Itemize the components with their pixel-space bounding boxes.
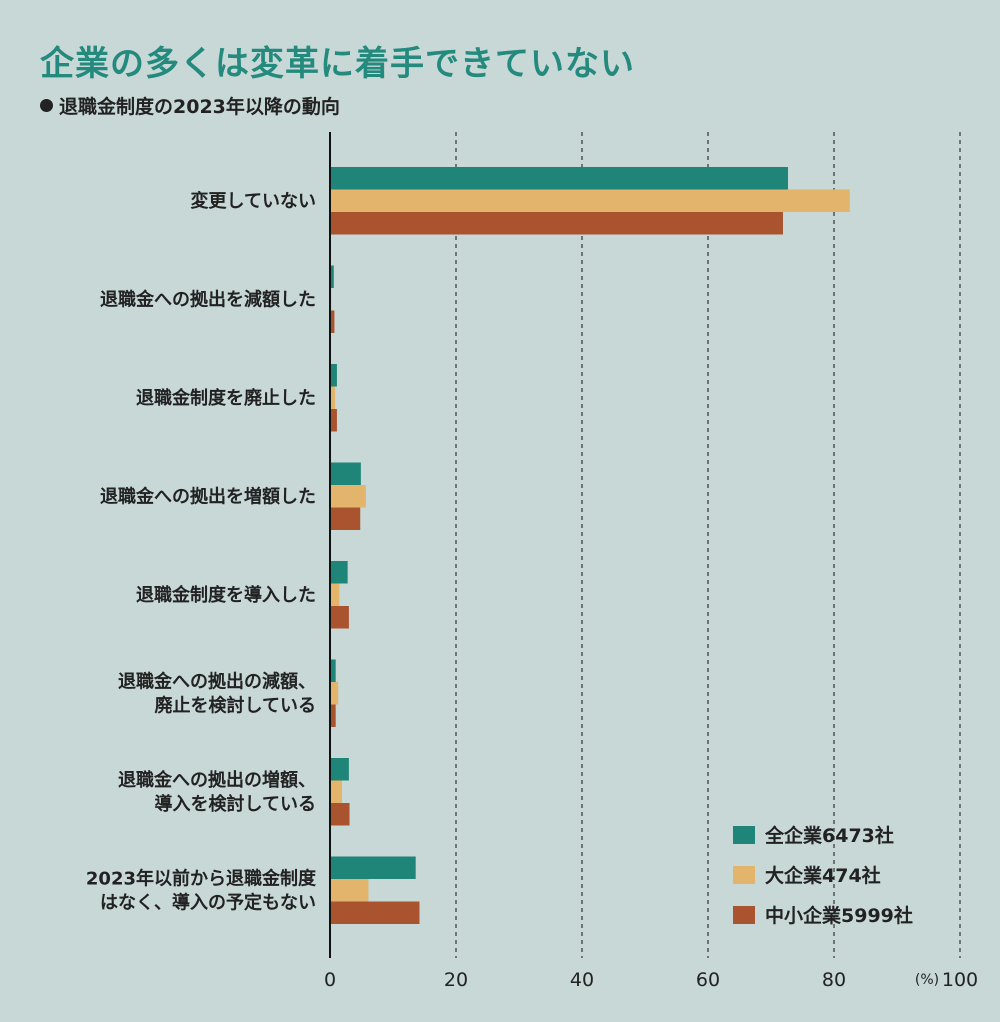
category-label-2: 退職金制度を廃止した [136,387,316,409]
category-label-4: 退職金制度を導入した [136,584,316,606]
category-label-6-line-0: 退職金への拠出の増額、 [118,769,316,791]
bar-3-series-2 [330,507,361,530]
chart-subtitle-text: 退職金制度の2023年以降の動向 [59,96,340,118]
bar-5-series-0 [330,659,336,682]
bar-2-series-1 [330,386,336,409]
bar-3-series-1 [330,485,366,508]
legend-label-1: 大企業474社 [765,864,881,887]
category-label-1: 退職金への拠出を減額した [100,288,316,310]
bar-3-series-0 [330,462,361,485]
bar-0-series-0 [330,167,789,190]
x-tick-label-20: 20 [444,969,468,991]
bar-4-series-1 [330,583,340,606]
bar-7-series-0 [330,856,416,879]
x-tick-label-0: 0 [324,969,336,991]
bar-1-series-0 [330,265,334,288]
bar-6-series-2 [330,803,350,826]
x-tick-label-40: 40 [570,969,594,991]
legend-swatch-1 [733,866,755,884]
bar-4-series-0 [330,561,348,584]
legend-label-0: 全企業6473社 [764,824,894,847]
bar-7-series-2 [330,901,420,924]
bar-0-series-1 [330,189,850,212]
bar-2-series-2 [330,409,337,432]
legend-swatch-2 [733,906,755,924]
category-label-5-line-1: 廃止を検討している [155,694,316,716]
chart-title: 企業の多くは変革に着手できていない [40,44,635,84]
bar-6-series-0 [330,758,349,781]
legend-label-2: 中小企業5999社 [765,904,913,927]
bar-0-series-2 [330,212,783,235]
x-tick-label-100: 100 [942,969,978,991]
category-label-6-line-1: 導入を検討している [155,793,316,815]
bar-5-series-1 [330,682,339,705]
bar-7-series-1 [330,879,369,902]
x-tick-label-80: 80 [822,969,846,991]
chart-subtitle: 退職金制度の2023年以降の動向 [40,92,340,119]
bar-4-series-2 [330,606,349,629]
x-tick-label-60: 60 [696,969,720,991]
category-label-5-line-0: 退職金への拠出の減額、 [118,670,316,692]
bar-2-series-0 [330,364,337,387]
legend-swatch-0 [733,826,755,844]
category-label-0: 変更していない [191,190,316,212]
bar-1-series-2 [330,310,335,333]
bar-6-series-1 [330,780,342,803]
bullet-dot-icon [40,99,53,112]
category-label-7-line-0: 2023年以前から退職金制度 [86,867,317,889]
x-unit-label: (%) [915,972,939,988]
category-label-3: 退職金への拠出を増額した [100,485,316,507]
bar-5-series-2 [330,704,336,727]
category-label-7-line-1: はなく、導入の予定もない [100,891,316,913]
